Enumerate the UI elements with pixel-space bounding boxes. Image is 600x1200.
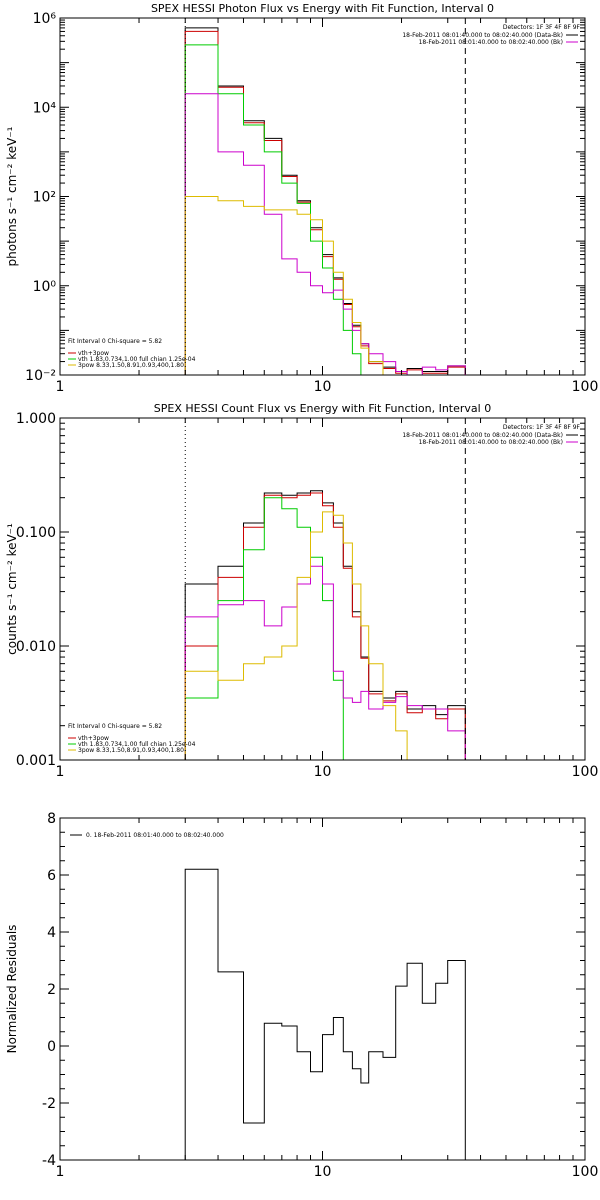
x-tick-label: 100 <box>572 1164 599 1180</box>
plot-area <box>184 490 466 760</box>
legend-fit-header: Fit Interval 0 Chi-square = 5.82 <box>68 338 162 345</box>
y-tick-label: 2 <box>47 982 56 998</box>
y-tick-label: 10⁶ <box>33 11 57 27</box>
legend-top-entry-2: 18-Feb-2011 08:01:40.000 to 08:02:40.000… <box>419 39 563 46</box>
chart-title: SPEX HESSI Photon Flux vs Energy with Fi… <box>151 2 494 15</box>
legend-bottom-entry-3: 3pow 8.33,1.50,8.91,0.93,400,1.80 <box>78 362 184 369</box>
y-tick-label: 0.010 <box>16 639 56 655</box>
x-tick-label: 10 <box>314 1164 332 1180</box>
legend-bottom-entry-3: 3pow 8.33,1.50,8.91,0.93,400,1.80 <box>78 747 184 754</box>
y-axis-label: photons s⁻¹ cm⁻² keV⁻¹ <box>5 126 19 266</box>
x-tick-label: 1 <box>56 1164 65 1180</box>
y-axis-label: Normalized Residuals <box>5 925 19 1054</box>
y-axis-label: counts s⁻¹ cm⁻² keV⁻¹ <box>5 523 19 655</box>
series-line-4 <box>184 93 466 375</box>
chart-panel-3: 1 10 100 -4 -2 0 2 4 6 8 Normalized Residuals 0. 18… <box>5 811 598 1180</box>
y-tick-label: -4 <box>42 1153 56 1169</box>
y-tick-label: 10² <box>33 190 56 206</box>
legend-bottom-entry-1: vth+3pow <box>78 350 109 357</box>
series-line-2 <box>184 492 466 760</box>
series-line-4 <box>184 565 466 760</box>
y-tick-label: 0.100 <box>16 525 56 541</box>
legend-top-entry-1: 18-Feb-2011 08:01:40.000 to 08:02:40.000… <box>402 432 563 439</box>
y-tick-label: 10⁻² <box>25 368 56 384</box>
chart-panel-2: 1 10 100 0.001 0.010 0.100 1.000 SPEX HESSI Cou… <box>5 402 599 780</box>
x-tick-label: 100 <box>572 764 599 780</box>
plot-area <box>184 868 466 1160</box>
x-tick-label: 1 <box>56 379 65 395</box>
legend-top-entry-2: 18-Feb-2011 08:01:40.000 to 08:02:40.000… <box>419 439 563 446</box>
legend-fit-header: Fit Interval 0 Chi-square = 5.82 <box>68 723 162 730</box>
chart-title: SPEX HESSI Count Flux vs Energy with Fit… <box>154 402 491 415</box>
y-tick-label: 10⁴ <box>33 100 57 116</box>
plot-area <box>184 27 466 375</box>
legend-bottom-entry-1: vth+3pow <box>78 735 109 742</box>
x-tick-label: 1 <box>56 764 65 780</box>
series-line-3 <box>184 44 370 375</box>
y-tick-label: 10⁰ <box>33 279 57 295</box>
series-line-3 <box>184 497 344 760</box>
y-tick-label: 4 <box>47 925 56 941</box>
legend-detectors: Detectors: 1F 3F 4F 8F 9F <box>503 424 581 431</box>
legend-entry-1: 0. 18-Feb-2011 08:01:40.000 to 08:02:40.… <box>86 832 224 839</box>
series-line-5 <box>184 196 397 375</box>
x-tick-label: 100 <box>572 379 599 395</box>
y-tick-label: 1.000 <box>16 411 56 427</box>
series-line-1 <box>184 868 466 1160</box>
y-tick-label: 6 <box>47 868 56 884</box>
legend-detectors: Detectors: 1F 3F 4F 8F 9F <box>503 24 581 31</box>
axes-frame <box>59 817 586 1161</box>
series-line-2 <box>184 30 466 375</box>
series-line-1 <box>184 27 466 375</box>
y-tick-label: -2 <box>42 1096 56 1112</box>
axes-frame <box>59 17 586 376</box>
y-tick-label: 0 <box>47 1039 56 1055</box>
series-line-1 <box>184 490 466 760</box>
series-line-5 <box>184 511 408 760</box>
chart-panel-1: 1 10 100 10⁻² 10⁰ 10² 10⁴ 10⁶ SPEX HESSI Photon … <box>5 2 599 395</box>
y-tick-label: 0.001 <box>16 753 56 769</box>
legend-bottom-entry-2: vth 1.83,0.734,1.00 full chian 1.25e-04 <box>78 741 196 748</box>
legend-top-entry-1: 18-Feb-2011 08:01:40.000 to 08:02:40.000… <box>402 32 563 39</box>
x-tick-label: 10 <box>314 379 332 395</box>
legend-bottom-entry-2: vth 1.83,0.734,1.00 full chian 1.25e-04 <box>78 356 196 363</box>
y-tick-label: 8 <box>47 811 56 827</box>
x-tick-label: 10 <box>314 764 332 780</box>
